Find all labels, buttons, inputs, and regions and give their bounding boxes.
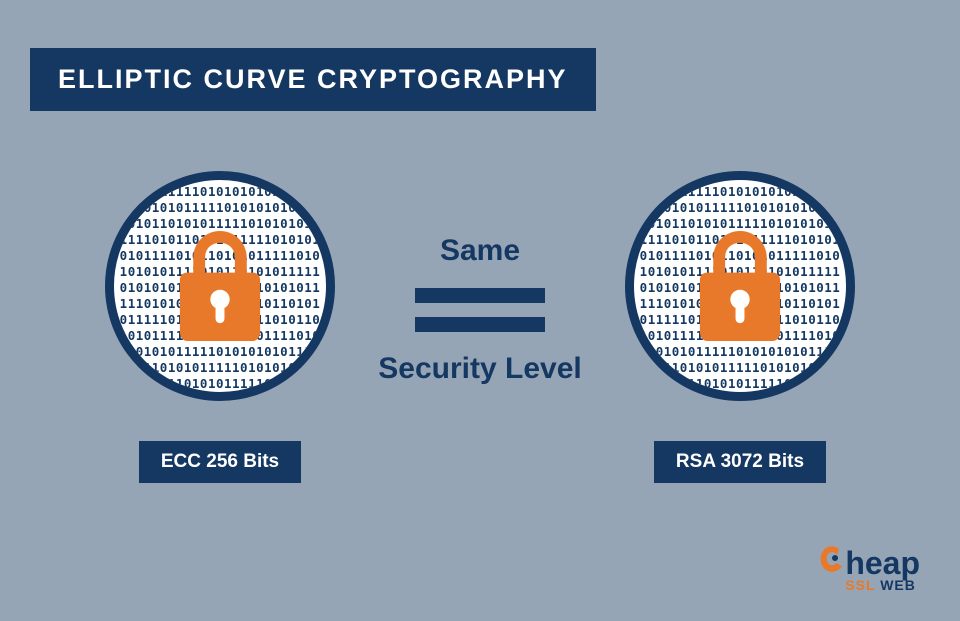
right-binary-circle: 0101011111010101010111101011010101111101… (625, 171, 855, 401)
center-top-text: Same (440, 234, 520, 268)
equals-bar (415, 317, 545, 332)
right-label: RSA 3072 Bits (654, 441, 826, 483)
logo-c-icon (817, 544, 845, 574)
equals-icon (415, 288, 545, 332)
page-title-banner: ELLIPTIC CURVE CRYPTOGRAPHY (30, 48, 596, 111)
lock-icon (175, 231, 265, 341)
center-bottom-text: Security Level (378, 352, 581, 386)
left-binary-circle: 0101011111010101010111101011010101111101… (105, 171, 335, 401)
title-text: ELLIPTIC CURVE CRYPTOGRAPHY (58, 64, 568, 94)
right-unit: 0101011111010101010111101011010101111101… (625, 171, 855, 483)
comparison-row: 0101011111010101010111101011010101111101… (0, 171, 960, 483)
equals-bar (415, 288, 545, 303)
logo-web: WEB (880, 577, 916, 593)
center-column: Same Security Level (365, 234, 595, 386)
logo-brand-text: heap (845, 547, 920, 579)
brand-logo: heap SSL WEB (817, 544, 920, 593)
left-label-text: ECC 256 Bits (161, 451, 279, 472)
left-unit: 0101011111010101010111101011010101111101… (105, 171, 335, 483)
right-label-text: RSA 3072 Bits (676, 451, 804, 472)
logo-subtext: SSL WEB (845, 577, 920, 593)
logo-wordmark: heap (817, 544, 920, 579)
left-label: ECC 256 Bits (139, 441, 301, 483)
logo-ssl: SSL (845, 577, 875, 593)
lock-icon (695, 231, 785, 341)
